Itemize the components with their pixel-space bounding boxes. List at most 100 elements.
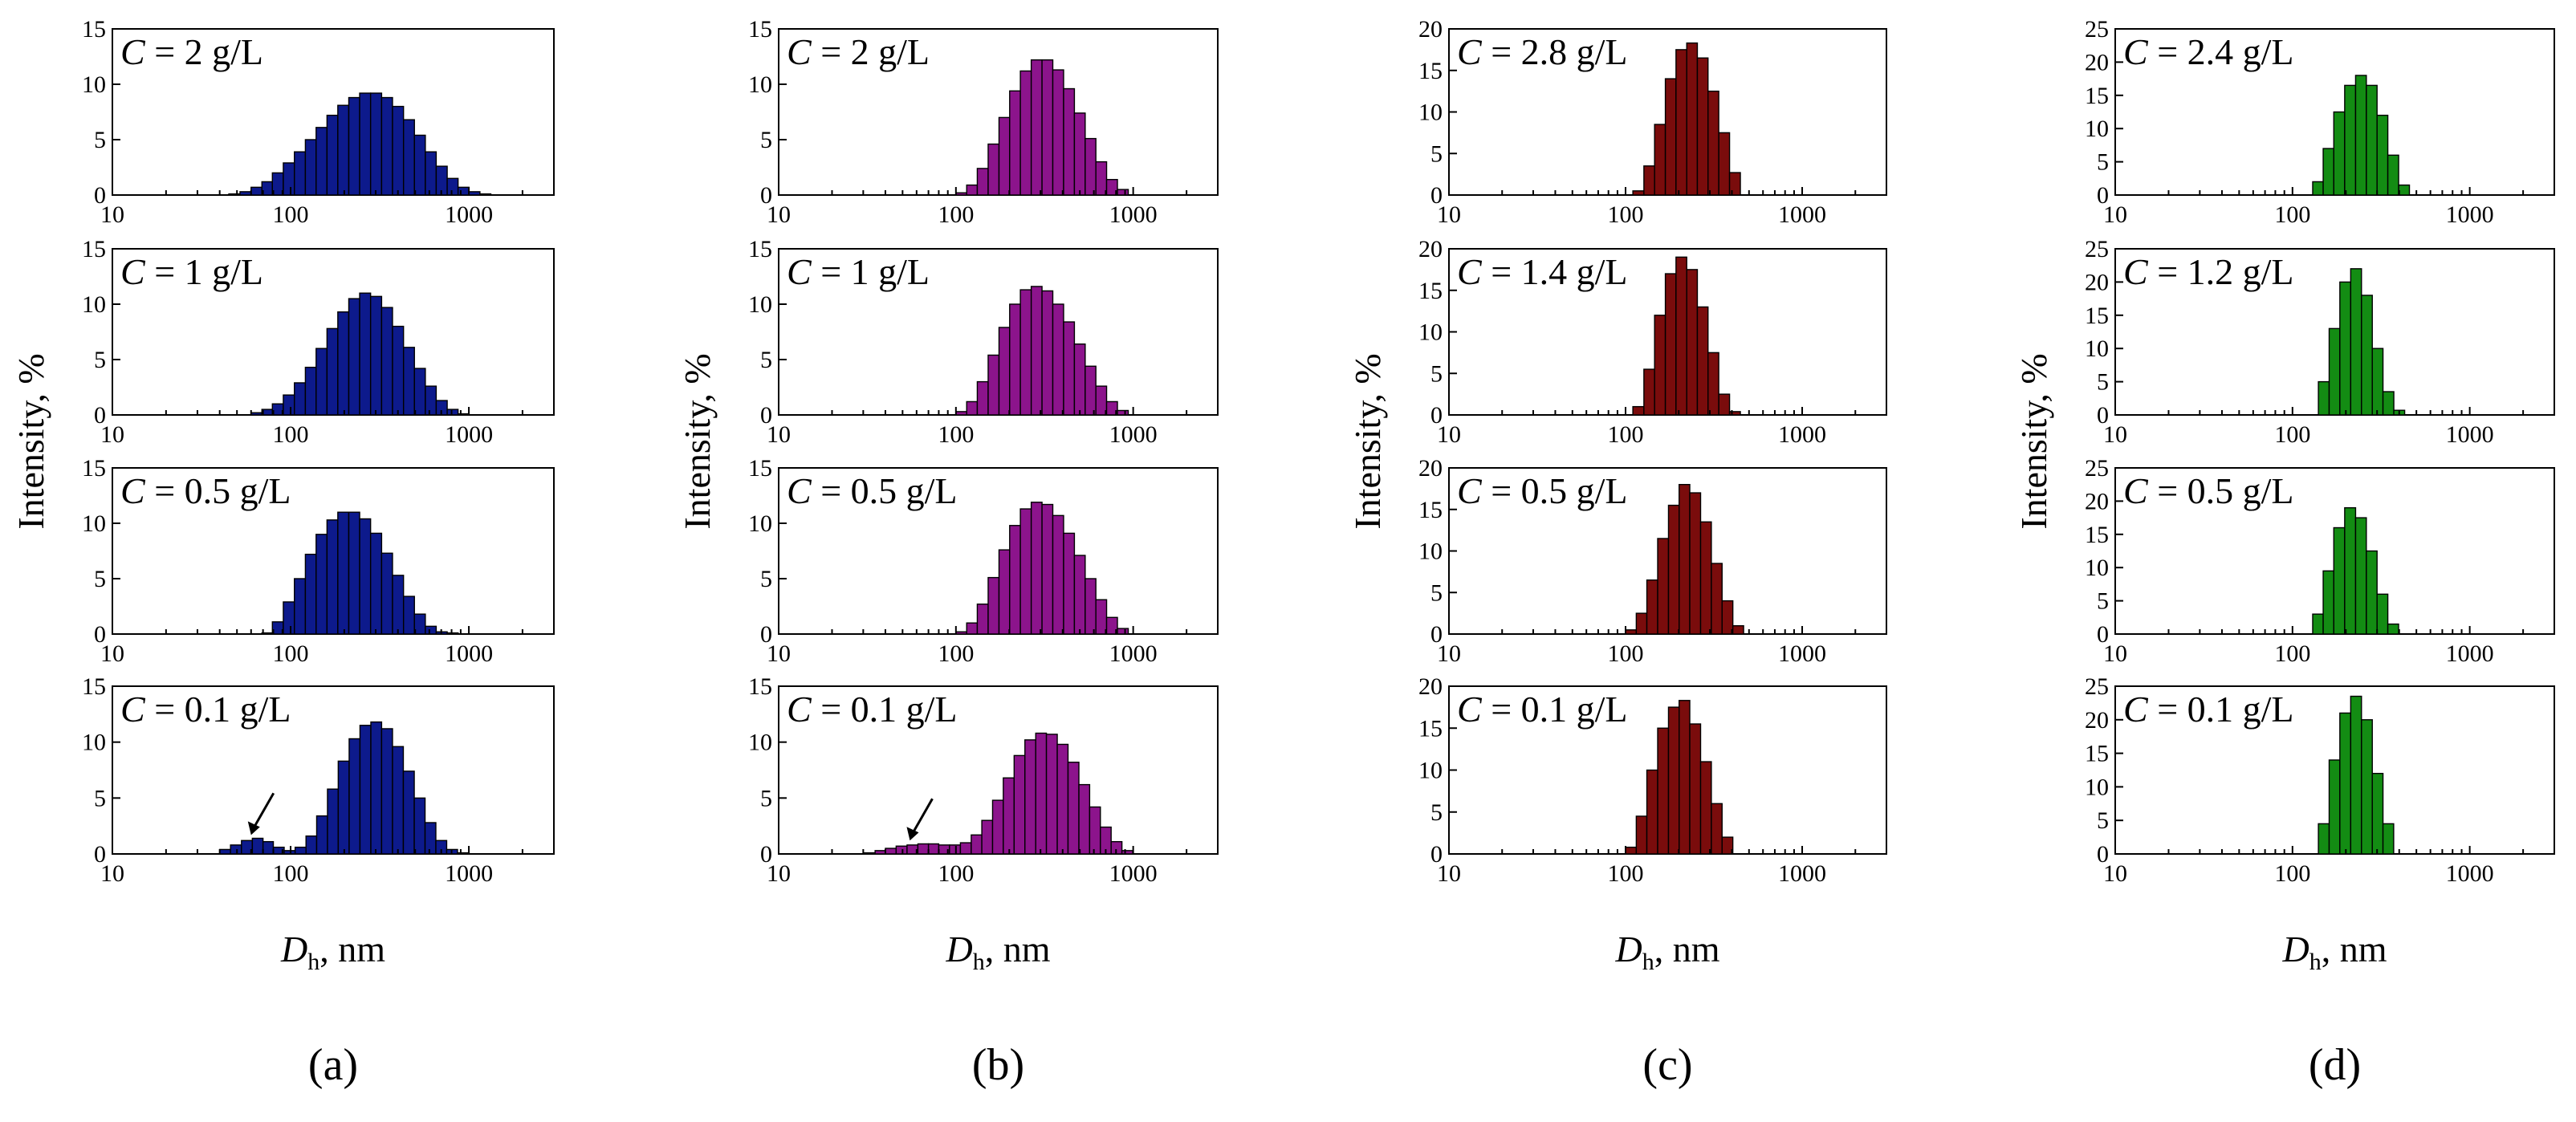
histogram-bar	[369, 295, 383, 416]
histogram-bar	[402, 119, 415, 196]
y-tick-label: 15	[748, 455, 772, 482]
y-tick-label: 5	[2097, 369, 2109, 396]
histogram-bar	[1664, 273, 1677, 416]
histogram-bar	[2382, 391, 2395, 416]
y-tick-label: 10	[1418, 319, 1443, 346]
x-tick-label: 1000	[1109, 201, 1158, 228]
panel-label: (c)	[1642, 1040, 1692, 1090]
histogram-bar	[380, 307, 393, 416]
y-tick-label: 5	[760, 566, 772, 592]
y-tick-label: 10	[748, 291, 772, 318]
x-tick-label: 1000	[445, 421, 493, 448]
histogram-bar	[218, 848, 231, 855]
x-tick-label: 100	[938, 421, 974, 448]
histogram-bar	[1643, 368, 1655, 416]
y-tick-label: 0	[2097, 182, 2109, 209]
histogram-bar	[1105, 400, 1118, 416]
x-tick-label: 10	[1437, 640, 1461, 667]
y-tick-label: 5	[1430, 140, 1443, 167]
histogram-bar	[1711, 563, 1723, 635]
y-tick-label: 0	[94, 402, 106, 429]
x-tick-label: 1000	[445, 640, 493, 667]
histogram-bar	[2318, 823, 2330, 855]
y-tick-label: 15	[1418, 497, 1443, 523]
histogram-bar	[1063, 321, 1076, 416]
plot-frame	[112, 685, 555, 855]
histogram-bar	[2312, 181, 2324, 196]
histogram-bar	[1085, 365, 1097, 416]
histogram-bar	[1643, 165, 1655, 196]
histogram-bar	[1117, 628, 1129, 635]
histogram-bar	[1728, 172, 1741, 196]
y-tick-label: 0	[1430, 841, 1443, 868]
x-tick-label: 10	[767, 860, 791, 887]
histogram-bar	[1686, 42, 1699, 196]
histogram-bar	[2318, 380, 2330, 416]
histogram-bar	[1699, 761, 1712, 855]
histogram-bar	[1052, 69, 1064, 196]
x-tick-label: 10	[2103, 640, 2127, 667]
subplot-d-4: 0 5 10 15 20 25 10 100 1000 C = 0.1 g/L	[2085, 673, 2555, 887]
x-tick-label: 10	[1437, 860, 1461, 887]
histogram-bar	[1085, 137, 1097, 196]
arrow-head	[247, 821, 260, 835]
x-tick-label: 1000	[1778, 421, 1826, 448]
histogram-bar	[1667, 706, 1680, 855]
y-tick-label: 0	[760, 182, 772, 209]
histogram-bar	[283, 601, 295, 635]
subplot-c-3: 0 5 10 15 20 10 100 1000 C = 0.5 g/L	[1418, 455, 1887, 667]
concentration-label: C = 0.5 g/L	[787, 470, 958, 511]
histogram-bar	[283, 850, 296, 855]
histogram-bar	[976, 604, 989, 635]
x-tick-label: 10	[100, 860, 124, 887]
y-tick-label: 15	[2085, 522, 2109, 548]
x-tick-label: 100	[938, 201, 974, 228]
histogram-bar	[2371, 772, 2384, 855]
concentration-label: C = 0.1 g/L	[2123, 689, 2294, 730]
x-tick-label: 100	[1608, 640, 1644, 667]
histogram-bar	[294, 578, 307, 635]
histogram-bar	[1030, 59, 1043, 196]
x-tick-label: 100	[273, 421, 309, 448]
histogram-bar	[1117, 409, 1129, 416]
histogram-bar	[479, 193, 492, 196]
histogram-bar	[1041, 290, 1054, 416]
x-tick-label: 1000	[445, 201, 493, 228]
histogram-bar	[2376, 114, 2389, 196]
histogram-bar	[987, 354, 1000, 416]
histogram-bar	[230, 844, 242, 855]
x-tick-label: 1000	[1109, 421, 1158, 448]
histogram-bar	[457, 852, 470, 855]
histogram-bar	[2350, 695, 2362, 855]
y-tick-label: 10	[2085, 116, 2109, 142]
histogram-bar	[413, 797, 426, 855]
histogram-bar	[1635, 815, 1648, 855]
subplot-a-4: 0 5 10 15 10 100 1000 C = 0.1 g/L	[82, 673, 555, 887]
histogram-bar	[326, 327, 339, 416]
histogram-bar	[1019, 289, 1032, 416]
y-tick-label: 10	[82, 730, 106, 756]
histogram-bar	[1689, 492, 1702, 635]
histogram-bar	[2361, 719, 2373, 855]
y-tick-label: 10	[1418, 758, 1443, 784]
y-tick-label: 20	[2085, 488, 2109, 514]
y-tick-label: 15	[1418, 278, 1443, 304]
y-tick-label: 15	[748, 236, 772, 262]
x-tick-label: 100	[273, 860, 309, 887]
histogram-bar	[402, 347, 415, 416]
x-tick-label: 1000	[1778, 201, 1826, 228]
concentration-label: C = 0.5 g/L	[120, 470, 291, 511]
histogram-bar	[1045, 734, 1058, 855]
y-tick-label: 10	[82, 510, 106, 537]
histogram-bar	[1711, 803, 1723, 855]
histogram-bar	[359, 518, 372, 635]
histogram-bar	[337, 104, 350, 196]
histogram-bar	[1063, 87, 1076, 196]
histogram-bar	[228, 193, 241, 196]
histogram-bar	[392, 105, 405, 196]
histogram-bar	[304, 366, 317, 416]
histogram-bar	[1056, 743, 1069, 855]
histogram-bar	[976, 380, 989, 416]
